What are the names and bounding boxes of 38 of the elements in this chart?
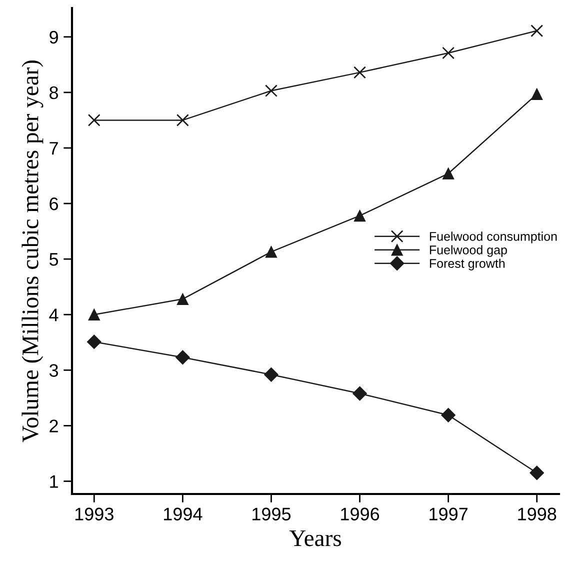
point	[88, 308, 100, 321]
legend-label: Fuelwood gap	[430, 245, 507, 257]
point	[265, 246, 278, 258]
x-axis-title: Years	[289, 530, 341, 546]
y-axis-title: Volume (Millions cubic metres per year)	[22, 60, 44, 442]
x-tick-label: 1998	[518, 508, 556, 520]
y-tick-label: 7	[50, 142, 58, 155]
point	[530, 466, 544, 480]
point	[264, 367, 278, 382]
point	[176, 114, 189, 126]
x-tick-label: 1995	[252, 508, 291, 520]
point	[88, 114, 100, 126]
point	[441, 408, 456, 422]
point	[175, 350, 190, 365]
y-tick-label: 1	[50, 475, 58, 488]
x-tick-label: 1993	[75, 508, 114, 520]
point	[442, 46, 455, 60]
legend-label: Fuelwood consumption	[430, 232, 557, 244]
x-tick-label: 1996	[341, 508, 380, 520]
y-tick-label: 8	[50, 86, 58, 100]
y-tick-label: 2	[50, 420, 58, 432]
point	[530, 24, 544, 38]
y-tick-label: 9	[50, 30, 58, 44]
point	[354, 66, 366, 79]
point	[176, 293, 189, 305]
legend-label: Forest growth	[430, 258, 505, 270]
y-tick-label: 3	[49, 364, 58, 377]
point	[352, 386, 367, 401]
point	[530, 88, 543, 100]
point	[442, 168, 454, 180]
x-tick-label: 1997	[430, 508, 468, 520]
point	[264, 84, 278, 98]
x-tick-label: 1994	[164, 508, 202, 520]
y-tick-label: 5	[49, 253, 58, 266]
point	[86, 334, 102, 350]
point	[354, 210, 366, 222]
y-tick-label: 6	[50, 197, 58, 210]
y-tick-label: 4	[49, 308, 58, 322]
